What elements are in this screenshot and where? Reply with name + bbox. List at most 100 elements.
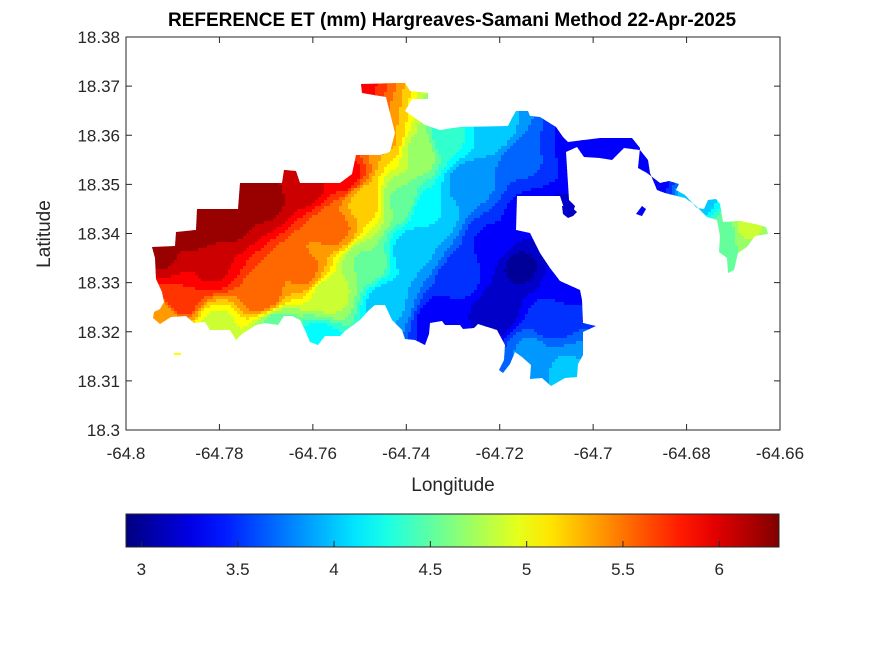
contour-cell (549, 383, 589, 386)
contour-cell (390, 350, 403, 354)
contour-cell (152, 383, 163, 386)
contour-cell (519, 86, 541, 90)
contour-cell (357, 335, 373, 339)
contour-cell (672, 311, 691, 315)
y-tick-label: 18.34 (77, 225, 120, 244)
contour-cell (411, 125, 418, 129)
contour-cell (288, 341, 298, 345)
contour-cell (666, 293, 679, 297)
contour-cell (540, 167, 559, 171)
contour-cell (357, 293, 361, 297)
contour-cell (480, 269, 496, 273)
contour-cell (738, 248, 768, 252)
contour-cell (510, 257, 535, 261)
contour-cell (312, 92, 376, 96)
contour-cell (402, 353, 412, 357)
contour-cell (444, 251, 454, 255)
contour-cell (426, 179, 436, 183)
contour-cell (381, 227, 388, 231)
contour-cell (402, 95, 412, 99)
contour-cell (438, 149, 460, 153)
contour-cell (402, 152, 409, 156)
contour-cell (480, 95, 520, 99)
contour-cell (291, 335, 298, 339)
contour-cell (399, 149, 403, 153)
contour-cell (714, 131, 742, 135)
contour-cell (369, 296, 409, 300)
contour-cell (678, 191, 718, 195)
contour-cell (387, 263, 391, 267)
contour-cell (420, 116, 427, 120)
contour-cell (591, 233, 619, 237)
contour-cell (663, 242, 676, 246)
contour-cell (555, 299, 592, 303)
contour-cell (312, 203, 322, 207)
contour-cell (633, 257, 649, 261)
contour-cell (402, 338, 409, 342)
contour-cell (279, 302, 286, 306)
contour-cell (375, 245, 385, 249)
contour-cell (453, 227, 463, 231)
contour-cell (453, 155, 466, 159)
contour-cell (273, 218, 289, 222)
contour-cell (552, 365, 589, 369)
contour-cell (387, 260, 391, 264)
contour-cell (357, 116, 388, 120)
contour-cell (471, 383, 514, 386)
contour-cell (435, 152, 439, 156)
contour-cell (585, 362, 697, 366)
contour-cell (402, 227, 415, 231)
contour-cell (411, 206, 415, 210)
contour-cell (270, 305, 277, 309)
contour-cell (351, 110, 367, 114)
contour-cell (354, 260, 388, 264)
contour-cell (768, 107, 775, 111)
contour-cell (633, 275, 649, 279)
contour-cell (732, 221, 739, 225)
contour-cell (195, 272, 229, 276)
contour-cell (162, 152, 310, 156)
contour-cell (192, 383, 202, 386)
contour-cell (201, 335, 250, 339)
contour-cell (744, 158, 768, 162)
contour-cell (555, 143, 661, 147)
contour-cell (384, 197, 391, 201)
contour-cell (330, 194, 346, 198)
contour-cell (684, 182, 718, 186)
contour-cell (174, 353, 214, 357)
contour-cell (771, 389, 775, 393)
contour-cell (438, 272, 481, 276)
contour-cell (393, 212, 409, 216)
contour-cell (738, 251, 768, 255)
contour-cell (747, 155, 768, 159)
contour-cell (156, 233, 247, 237)
contour-cell (519, 110, 535, 114)
contour-cell (666, 194, 673, 198)
contour-cell (171, 305, 196, 309)
contour-cell (342, 260, 355, 264)
contour-cell (534, 275, 544, 279)
contour-cell (375, 224, 382, 228)
x-tick-label: -64.78 (195, 444, 243, 463)
contour-cell (657, 344, 688, 348)
contour-cell (744, 266, 768, 270)
contour-cell (666, 161, 679, 165)
contour-cell (654, 308, 673, 312)
contour-cell (408, 119, 415, 123)
contour-cell (375, 347, 391, 351)
contour-cell (288, 146, 328, 150)
contour-cell (267, 368, 283, 372)
contour-cell (687, 341, 712, 345)
contour-cell (420, 83, 430, 84)
contour-cell (345, 197, 352, 201)
contour-cell (375, 233, 385, 237)
contour-cell (462, 104, 478, 108)
contour-cell (474, 158, 502, 162)
contour-cell (297, 326, 304, 330)
contour-cell (474, 134, 514, 138)
contour-cell (384, 95, 394, 99)
contour-cell (360, 182, 364, 186)
contour-cell (441, 170, 448, 174)
contour-cell (657, 323, 679, 327)
contour-cell (354, 263, 388, 267)
